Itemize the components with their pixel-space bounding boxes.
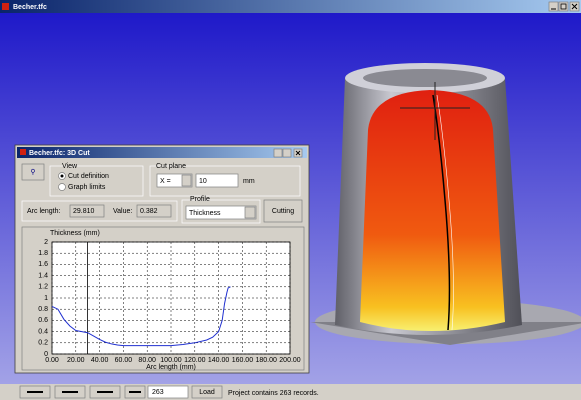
y-tick-label: 0.8 xyxy=(38,306,48,313)
x-tick-label: 60.00 xyxy=(115,357,133,364)
profile-group xyxy=(181,199,261,224)
cut-value: 10 xyxy=(199,178,207,185)
y-tick-label: 1.2 xyxy=(38,284,48,291)
y-tick-label: 1.6 xyxy=(38,261,48,268)
radio-label: Cut definition xyxy=(68,173,109,180)
window-controls[interactable] xyxy=(548,1,580,12)
cut-plane-label: Cut plane xyxy=(156,163,186,170)
arc-length-box xyxy=(69,204,105,218)
view-label: View xyxy=(62,163,78,170)
y-axis-label: Thickness (mm) xyxy=(50,230,100,237)
dialog-icon xyxy=(20,149,26,155)
arc-length-value: 29.810 xyxy=(73,208,95,215)
load-button[interactable] xyxy=(191,385,223,399)
y-tick-label: 0.6 xyxy=(38,317,48,324)
radio-dot xyxy=(60,174,64,178)
arc-length-label: Arc length: xyxy=(27,208,61,215)
model-view xyxy=(310,63,581,345)
y-tick-label: 2 xyxy=(44,239,48,246)
value-value: 0.382 xyxy=(140,208,158,215)
cut-plane-group xyxy=(149,165,301,197)
dialog-title-bar xyxy=(17,147,307,158)
x-tick-label: 40.00 xyxy=(91,357,109,364)
records-value: 263 xyxy=(152,389,164,396)
load-label: Load xyxy=(199,389,215,396)
profile-value: Thickness xyxy=(189,210,221,217)
title-bar xyxy=(0,0,581,13)
axis-value: X = xyxy=(160,178,171,185)
data-line xyxy=(51,286,231,347)
profile-select[interactable] xyxy=(185,205,257,220)
x-axis-label: Arc length (mm) xyxy=(146,364,196,371)
x-tick-label: 140.00 xyxy=(208,357,230,364)
x-tick-label: 200.00 xyxy=(279,357,301,364)
view-group xyxy=(49,165,144,197)
select-arrow xyxy=(181,174,192,187)
y-tick-label: 1.8 xyxy=(38,250,48,257)
pin-icon: ⚲ xyxy=(30,168,35,176)
nav-buttons[interactable] xyxy=(19,385,146,399)
cutting-button[interactable] xyxy=(263,199,303,223)
y-tick-label: 1 xyxy=(44,295,48,302)
x-tick-label: 120.00 xyxy=(184,357,206,364)
cut-value-input[interactable] xyxy=(195,173,239,188)
x-tick-label: 0.00 xyxy=(45,357,59,364)
app-icon xyxy=(2,3,9,10)
value-label: Value: xyxy=(113,208,132,215)
records-input[interactable] xyxy=(147,385,189,399)
readout-group xyxy=(21,200,178,222)
dialog-title: Becher.tfc: 3D Cut xyxy=(29,150,90,157)
x-tick-label: 20.00 xyxy=(67,357,85,364)
dialog-controls[interactable] xyxy=(273,148,303,158)
profile-label: Profile xyxy=(190,196,210,203)
value-box xyxy=(136,204,172,218)
x-tick-label: 100.00 xyxy=(160,357,182,364)
y-tick-label: 0.2 xyxy=(38,340,48,347)
radio-button[interactable] xyxy=(58,183,66,191)
x-tick-label: 80.00 xyxy=(138,357,156,364)
window-title: Becher.tfc xyxy=(13,4,47,11)
y-tick-label: 0.4 xyxy=(38,328,48,335)
cutting-label: Cutting xyxy=(272,208,294,215)
radio-label: Graph limits xyxy=(68,184,106,191)
status-message: Project contains 263 records. xyxy=(228,390,319,397)
x-tick-label: 180.00 xyxy=(255,357,277,364)
x-tick-label: 160.00 xyxy=(232,357,254,364)
y-tick-label: 1.4 xyxy=(38,272,48,279)
cut-unit: mm xyxy=(243,178,255,185)
y-tick-label: 0 xyxy=(44,351,48,358)
select-arrow xyxy=(244,206,256,219)
pin-button[interactable] xyxy=(21,163,45,181)
